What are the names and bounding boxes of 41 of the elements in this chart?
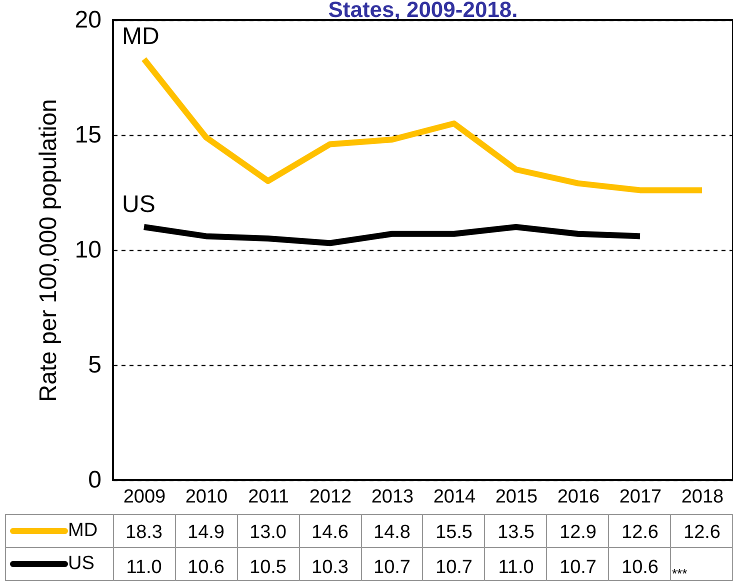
data-label: 11.0 [126, 557, 162, 578]
data-label: 15.5 [436, 522, 472, 543]
data-label: 12.6 [684, 522, 720, 543]
text: US [122, 191, 156, 218]
data-label: 10.5 [250, 557, 286, 578]
data-label: 12.9 [560, 522, 596, 543]
y-tick-label: 20 [74, 6, 102, 34]
y-tick-label: 0 [88, 466, 102, 494]
y-tick-label: 5 [88, 352, 102, 378]
data-label: 14.6 [312, 522, 348, 543]
data-label: 11.0 [498, 557, 534, 578]
data-label: 10.3 [312, 557, 348, 578]
legend-label: MD [6, 514, 114, 548]
y-tick-label: 10 [74, 236, 102, 264]
x-tick-label: 2014 [433, 486, 476, 508]
data-label: 14.9 [188, 522, 224, 543]
data-label: 18.3 [126, 522, 162, 543]
x-tick-label: 2017 [619, 486, 662, 508]
x-tick-label: 2011 [248, 486, 289, 508]
data-label: 10.6 [622, 557, 658, 578]
data-label: 13.5 [498, 522, 534, 543]
x-tick-label: 2009 [123, 486, 166, 508]
x-tick-label: 2012 [309, 486, 352, 508]
text: *** [672, 566, 688, 581]
data-label: 12.6 [622, 522, 658, 543]
y-axis-title: Rate per 100,000 population [34, 99, 62, 402]
data-label: 10.6 [188, 557, 224, 578]
chart-title: States, 2009-2018. [327, 0, 519, 22]
data-label: 10.7 [560, 557, 596, 578]
text: MD [122, 23, 160, 50]
data-label: 10.7 [374, 557, 410, 578]
x-tick-label: 2013 [371, 486, 414, 508]
legend-label: US [6, 548, 114, 580]
data-label: 14.8 [374, 522, 410, 543]
x-tick-label: 2018 [681, 486, 724, 508]
data-label: 13.0 [250, 522, 286, 543]
y-tick-label: 15 [74, 122, 102, 148]
x-tick-label: 2010 [185, 486, 228, 508]
data-label: 10.7 [436, 557, 472, 578]
x-tick-label: 2016 [557, 486, 600, 508]
x-tick-label: 2015 [495, 486, 538, 508]
